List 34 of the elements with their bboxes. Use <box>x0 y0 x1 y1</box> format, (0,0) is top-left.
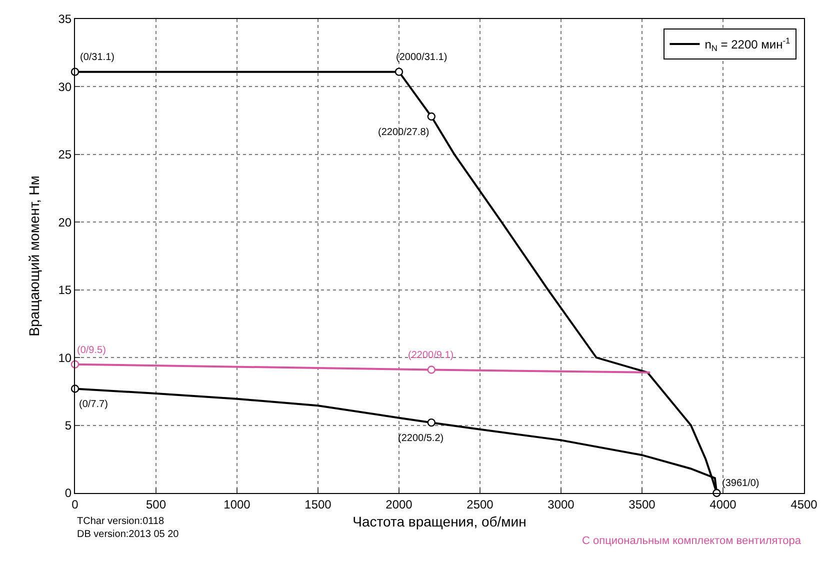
annotation: (2000/31.1) <box>396 52 448 63</box>
point <box>427 418 436 427</box>
x-tick-label: 4500 <box>790 497 818 512</box>
text: TChar version:0118 DB version:2013 05 20 <box>77 516 180 540</box>
y-tick-label: 35 <box>58 12 72 26</box>
annotation: (0/9.5) <box>77 345 106 356</box>
y-tick-label: 30 <box>58 80 72 94</box>
point <box>427 366 436 374</box>
y-tick-label: 0 <box>64 486 72 500</box>
point <box>394 68 404 76</box>
legend-label: n$_{N}$ = 2200 мин$^{-1}$ <box>704 36 791 54</box>
text: С опциональным комплектом вентилятора <box>582 535 802 547</box>
x-tick-label: 4000 <box>710 497 737 512</box>
annotation: (0/31.1) <box>80 52 114 63</box>
x-tick-label: 1500 <box>304 497 332 512</box>
point <box>427 112 436 121</box>
x-tick-label: 3000 <box>548 497 575 512</box>
annotation: (2200/27.8) <box>378 127 430 138</box>
y-tick-label: 25 <box>58 148 72 162</box>
y-axis-title: Вращающий момент, Нм <box>26 176 42 336</box>
x-tick-label: 1000 <box>224 497 251 512</box>
y-tick-label: 5 <box>64 418 72 432</box>
y-tick-label: 15 <box>58 283 72 298</box>
annotation: (0/7.7) <box>79 399 108 410</box>
y-tick-label: 20 <box>58 215 72 230</box>
x-tick-label: 2500 <box>466 497 494 512</box>
x-axis-title: Частота вращения, об/мин <box>352 514 526 530</box>
y-tick-label: 10 <box>58 350 72 365</box>
x-tick-label: 2000 <box>386 497 413 512</box>
annotation: (2200/9.1) <box>408 350 454 361</box>
annotation: (3961/0) <box>722 478 760 489</box>
annotation: (2200/5.2) <box>398 433 444 444</box>
x-tick-label: 3500 <box>628 497 656 512</box>
x-tick-label: 500 <box>146 497 166 512</box>
